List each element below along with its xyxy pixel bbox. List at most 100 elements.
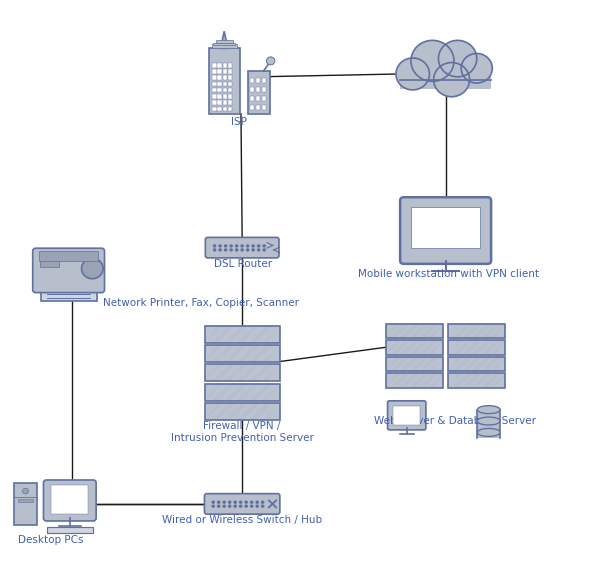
Bar bbox=[250, 96, 254, 101]
Bar bbox=[256, 96, 260, 101]
Circle shape bbox=[217, 504, 220, 508]
Polygon shape bbox=[386, 324, 411, 339]
Circle shape bbox=[240, 248, 244, 252]
Circle shape bbox=[396, 58, 429, 90]
Ellipse shape bbox=[477, 405, 500, 413]
Bar bbox=[262, 78, 266, 83]
Bar bbox=[228, 69, 232, 74]
Bar bbox=[205, 325, 280, 343]
Polygon shape bbox=[480, 324, 505, 339]
Polygon shape bbox=[205, 325, 235, 343]
Circle shape bbox=[266, 57, 275, 65]
Bar bbox=[54, 255, 83, 258]
Bar bbox=[205, 345, 280, 362]
Polygon shape bbox=[471, 324, 502, 339]
Bar bbox=[448, 373, 505, 388]
Circle shape bbox=[239, 500, 242, 504]
Ellipse shape bbox=[477, 417, 500, 425]
FancyBboxPatch shape bbox=[388, 401, 426, 430]
Polygon shape bbox=[408, 340, 440, 355]
Polygon shape bbox=[490, 356, 505, 371]
Circle shape bbox=[250, 500, 254, 504]
Circle shape bbox=[246, 244, 249, 248]
Circle shape bbox=[222, 504, 226, 508]
Circle shape bbox=[228, 500, 231, 504]
FancyBboxPatch shape bbox=[43, 480, 96, 521]
Polygon shape bbox=[461, 373, 492, 388]
Polygon shape bbox=[386, 324, 402, 339]
Circle shape bbox=[213, 244, 216, 248]
Circle shape bbox=[235, 244, 239, 248]
Bar bbox=[213, 43, 235, 45]
Polygon shape bbox=[249, 345, 280, 362]
Bar bbox=[411, 208, 480, 248]
Polygon shape bbox=[224, 403, 260, 420]
FancyBboxPatch shape bbox=[33, 248, 104, 293]
Polygon shape bbox=[448, 340, 464, 355]
Circle shape bbox=[255, 500, 259, 504]
Polygon shape bbox=[390, 356, 420, 371]
Bar bbox=[262, 87, 266, 93]
Circle shape bbox=[82, 258, 103, 279]
Bar bbox=[213, 63, 217, 67]
Bar bbox=[448, 324, 505, 339]
Ellipse shape bbox=[477, 428, 500, 436]
Circle shape bbox=[257, 248, 260, 252]
Polygon shape bbox=[249, 325, 280, 343]
Polygon shape bbox=[408, 356, 440, 371]
Bar bbox=[222, 63, 227, 67]
Polygon shape bbox=[205, 345, 235, 362]
Polygon shape bbox=[471, 373, 502, 388]
Bar bbox=[386, 340, 443, 355]
Bar bbox=[213, 69, 217, 74]
Polygon shape bbox=[224, 365, 260, 381]
Circle shape bbox=[255, 504, 259, 508]
Polygon shape bbox=[390, 373, 420, 388]
Bar bbox=[228, 101, 232, 105]
Text: Web Server & Database Server: Web Server & Database Server bbox=[374, 416, 536, 426]
Bar bbox=[13, 482, 37, 525]
Circle shape bbox=[251, 248, 255, 252]
Circle shape bbox=[22, 488, 28, 494]
Circle shape bbox=[233, 504, 237, 508]
Circle shape bbox=[239, 504, 242, 508]
Bar bbox=[228, 75, 232, 80]
Polygon shape bbox=[386, 356, 411, 371]
Circle shape bbox=[251, 244, 255, 248]
Bar bbox=[205, 384, 280, 401]
Bar bbox=[386, 340, 443, 355]
Polygon shape bbox=[212, 365, 248, 381]
Bar bbox=[213, 82, 217, 86]
Polygon shape bbox=[399, 373, 430, 388]
Polygon shape bbox=[224, 384, 260, 401]
Bar bbox=[205, 365, 280, 381]
Circle shape bbox=[262, 244, 266, 248]
Polygon shape bbox=[418, 356, 443, 371]
Polygon shape bbox=[390, 340, 420, 355]
Bar bbox=[217, 88, 222, 93]
Bar bbox=[250, 87, 254, 93]
Bar bbox=[205, 403, 280, 420]
Circle shape bbox=[240, 244, 244, 248]
Polygon shape bbox=[237, 325, 272, 343]
Bar bbox=[256, 87, 260, 93]
Bar bbox=[448, 373, 505, 388]
FancyBboxPatch shape bbox=[204, 494, 280, 514]
Circle shape bbox=[246, 248, 249, 252]
Circle shape bbox=[211, 500, 215, 504]
Circle shape bbox=[233, 500, 237, 504]
Polygon shape bbox=[452, 373, 483, 388]
Polygon shape bbox=[490, 340, 505, 355]
Circle shape bbox=[217, 500, 220, 504]
Circle shape bbox=[434, 63, 469, 97]
Polygon shape bbox=[448, 340, 474, 355]
Polygon shape bbox=[418, 373, 443, 388]
Circle shape bbox=[250, 504, 254, 508]
Polygon shape bbox=[262, 325, 280, 343]
Bar bbox=[222, 101, 227, 105]
Bar bbox=[40, 286, 97, 301]
Bar bbox=[393, 406, 420, 425]
Polygon shape bbox=[428, 324, 443, 339]
Bar bbox=[222, 94, 227, 99]
Polygon shape bbox=[212, 325, 248, 343]
